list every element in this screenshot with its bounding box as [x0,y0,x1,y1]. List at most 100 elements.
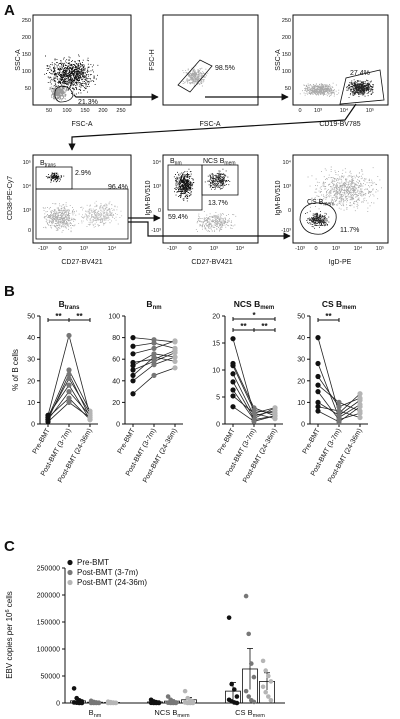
flow-plot-3-ytick: 250 [282,18,291,24]
data-point [66,399,72,405]
data-point [266,673,271,679]
panel-c-ylabel: EBV copies per 106 cells [5,591,14,679]
significance-label: ** [240,322,247,331]
flow-events [42,54,382,233]
data-point [251,699,257,705]
flow-plot-4-xtick: -10³ [38,246,48,252]
flow-plot-1-xtick: 100 [62,108,71,114]
panel-c-category-label-main: NCS B [154,708,177,717]
panel-b-title: NCS Bmem [234,299,274,311]
flow-plot-6-ytick: -10³ [281,228,291,234]
panel-b-ytick-label: 40 [112,378,120,385]
flow-plot-5-ytick: 10⁴ [153,159,162,166]
event-cloud [204,168,231,190]
panel-b-title-sub: trans [65,305,80,311]
data-point [260,684,266,690]
data-point [130,367,136,373]
data-point [151,372,157,378]
panel-b-ytick-label: 20 [212,314,220,321]
flow-plot-4-xlabel: CD27-BV421 [61,259,102,266]
data-point [66,376,72,382]
data-point [226,615,232,620]
data-point [130,351,136,357]
data-point [130,378,136,384]
event-cloud [78,200,123,228]
panel-b-ytick-label: 0 [301,422,305,429]
flow-plot-3-ytick: 150 [282,52,291,58]
data-point [357,397,363,403]
data-point [272,413,278,419]
panel-b-ytick-label: 10 [212,368,220,375]
flow-plot-6-xtick: -10³ [295,246,305,252]
data-point [315,408,321,414]
data-point [130,343,136,349]
flow-plot-4-gate-pct: 2.9% [75,170,91,177]
flow-plot-6-gate-pct: 11.7% [340,227,359,234]
flow-plot-6-xlabel: IgD-PE [329,259,352,266]
data-point [336,412,342,418]
panel-b-title-sub: mem [260,305,274,311]
flow-plot-4-gate-pct-2: 96.4% [108,184,128,191]
panel-b-title-sub: nm [153,305,162,311]
event-cloud [42,202,82,233]
data-point [234,700,240,706]
panel-b-title-main: B [146,299,152,309]
data-point [315,373,321,380]
data-point [151,354,157,360]
panel-b-xtick-label: Pre-BMT [32,427,52,455]
data-point [234,694,240,699]
data-point [246,694,251,699]
data-point [315,335,321,341]
event-cloud [195,210,237,233]
panel-c-ytick-label: 250000 [37,566,60,573]
flow-plot-1-gate-pct: 21.3% [78,99,98,106]
data-point [172,358,178,364]
panel-b-ytick-label: 5 [216,395,220,402]
flow-plot-4-frame [32,154,132,244]
panel-c-ytick-label: 50000 [41,674,61,681]
flow-plot-3-xtick: 10⁴ [340,107,349,114]
data-point [130,363,136,369]
data-point [260,658,266,664]
panel-b-ytick-label: 100 [108,314,120,321]
flow-plot-3-ytick: 200 [282,35,291,41]
data-point [66,367,72,373]
flow-plot-1-xtick: 50 [46,108,52,114]
panel-c-category-label-sub: nm [94,713,102,719]
data-point [336,408,342,414]
flow-plot-6-xtick: 10³ [332,246,340,252]
ncs-bmem-gate-label: NCS Bmem [203,158,236,167]
panel-c-ylabel-sup: 6 [5,609,11,612]
flow-plot-6-xtick: 10⁵ [376,245,384,252]
data-point [315,360,321,367]
data-point [266,694,271,699]
data-point [230,371,236,377]
flow-plot-5-xlabel: CD27-BV421 [191,259,232,266]
panel-c-category-label: NCS Bmem [154,708,190,719]
cs-bmem-gate-label-sub: mem [323,202,334,208]
flow-plot-1-xtick: 200 [98,108,107,114]
data-point [172,350,178,356]
data-point [66,395,72,401]
legend-marker [67,579,73,586]
panel-b-title: Bnm [146,299,161,311]
data-point [230,387,236,393]
flow-plot-3-ylabel: SSC-A [275,49,282,71]
data-point [268,679,274,684]
flow-cytometry-panel: SSC-A FSC-A 50 100 150 200 250 50 100 15… [7,14,389,266]
flow-plot-1-ytick: 150 [22,52,31,58]
bnm-gate-label: Bnm [170,158,182,167]
data-point [230,379,236,385]
data-point [336,399,342,405]
flow-plot-5-gate-pct: 59.4% [168,214,188,221]
cd19-gate [339,69,385,105]
flow-plot-6-xtick: 0 [314,246,317,252]
panel-b-ytick-label: 40 [27,335,35,342]
flow-plot-1-frame [32,14,132,106]
data-point [71,686,77,691]
flow-plot-3-frame [292,14,389,106]
legend-marker [67,569,73,576]
flow-plot-1-ytick: 50 [25,86,31,92]
data-point [182,688,188,694]
flow-plot-5-xtick: 0 [188,246,191,252]
